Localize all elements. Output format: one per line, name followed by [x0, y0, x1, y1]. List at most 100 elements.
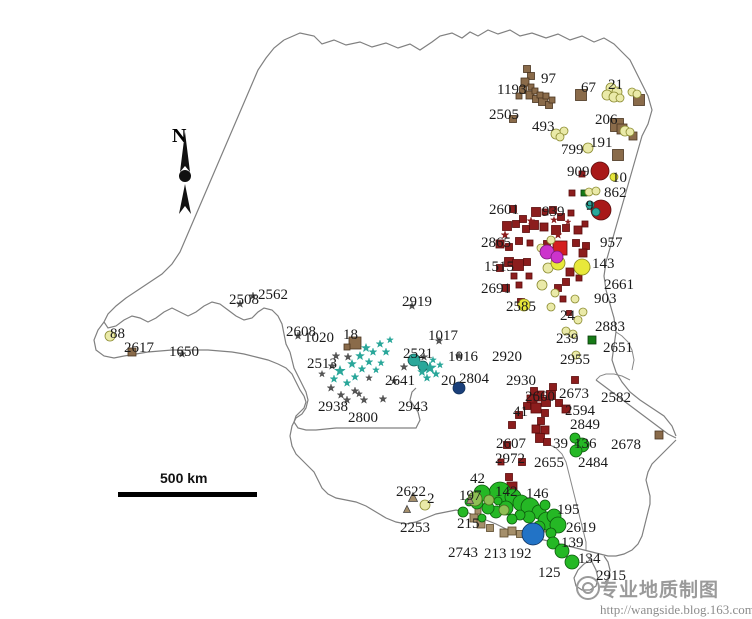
watermark-url: http://wangside.blog.163.com/ — [600, 602, 752, 617]
marker-red-square — [539, 222, 549, 232]
map-label-2919: 2919 — [402, 294, 432, 310]
map-label-39: 39 — [553, 436, 568, 452]
marker-red-square — [496, 264, 504, 272]
marker-olive-circle — [104, 330, 116, 342]
marker-olive-circle — [625, 127, 635, 137]
marker-red-square — [562, 224, 570, 232]
marker-red-square — [543, 438, 551, 446]
map-label-2955: 2955 — [560, 352, 590, 368]
marker-red-star — [553, 230, 563, 239]
marker-red-square — [508, 421, 516, 429]
marker-brown-square — [536, 91, 544, 99]
marker-olive-circle — [419, 499, 431, 511]
marker-red-square — [526, 239, 534, 247]
marker-grey-star — [378, 394, 388, 403]
marker-red-square — [541, 397, 551, 407]
map-label-2920: 2920 — [492, 349, 522, 365]
marker-magenta-circle — [550, 250, 564, 264]
map-label-2660: 2660 — [525, 389, 555, 405]
map-label-139: 139 — [561, 535, 584, 551]
marker-brown-square — [531, 87, 539, 95]
map-label-10: 10 — [612, 170, 627, 186]
marker-green-circle — [539, 499, 551, 511]
marker-grey-star — [419, 352, 429, 361]
map-label-2505: 2505 — [489, 107, 519, 123]
marker-grey-star — [350, 386, 360, 395]
marker-grey-star — [177, 349, 187, 358]
marker-brown-square — [542, 92, 550, 100]
marker-teal-star — [385, 335, 395, 344]
north-arrow-icon — [179, 132, 191, 214]
marker-red-square — [571, 376, 579, 384]
marker-red-square — [518, 458, 526, 466]
marker-olive-circle — [536, 279, 548, 291]
map-label-2678: 2678 — [611, 437, 641, 453]
marker-red-square — [515, 411, 523, 419]
marker-brown-square — [509, 115, 517, 123]
marker-olive-circle — [555, 132, 565, 142]
map-label-2804: 2804 — [459, 371, 489, 387]
marker-tan-triangle — [402, 504, 412, 513]
marker-grey-star — [293, 331, 303, 340]
map-label-2743: 2743 — [448, 545, 478, 561]
marker-green-circle — [554, 543, 570, 559]
marker-red-square — [582, 242, 590, 250]
marker-red-square — [559, 295, 567, 303]
marker-teal-star — [329, 374, 339, 383]
map-label-2661: 2661 — [604, 277, 634, 293]
marker-teal-circle — [585, 200, 595, 210]
marker-red-square — [575, 274, 583, 282]
marker-olive-circle — [582, 142, 594, 154]
map-label-24: 24 — [560, 308, 575, 324]
map-label-2849: 2849 — [570, 417, 600, 433]
map-label-67: 67 — [581, 80, 596, 96]
map-label-957: 957 — [600, 235, 623, 251]
marker-grey-star — [364, 373, 374, 382]
marker-blue-circle — [521, 522, 545, 546]
marker-red-square — [512, 220, 520, 228]
map-label-136: 136 — [574, 436, 597, 452]
marker-green-circle — [564, 554, 580, 570]
marker-red-square — [505, 243, 513, 251]
map-label-2651: 2651 — [603, 340, 633, 356]
marker-green-square — [587, 335, 597, 345]
map-label-2582: 2582 — [601, 390, 631, 406]
marker-red-square — [531, 207, 541, 217]
map-label-2930: 2930 — [506, 373, 536, 389]
marker-red-square — [533, 390, 545, 402]
map-label-2508: 2508 — [229, 292, 259, 308]
marker-teal-star — [360, 342, 372, 353]
marker-red-square — [578, 170, 586, 178]
map-label-191: 191 — [590, 135, 613, 151]
marker-teal-star — [368, 347, 378, 356]
marker-red-star — [500, 230, 510, 239]
marker-brown-square — [348, 336, 362, 350]
marker-olive-circle — [578, 307, 588, 317]
marker-teal-star — [381, 347, 391, 356]
marker-red-square — [549, 383, 557, 391]
map-label-2883: 2883 — [595, 319, 625, 335]
marker-grey-star — [342, 395, 352, 404]
marker-grey-star — [317, 369, 327, 378]
marker-red-square — [519, 215, 527, 223]
map-label-939: 939 — [542, 204, 565, 220]
marker-teal-star — [350, 372, 360, 381]
marker-olive-circle — [570, 294, 580, 304]
marker-red-square — [497, 458, 505, 466]
marker-red-square — [503, 441, 511, 449]
marker-red-square — [502, 284, 510, 292]
marker-blue-circle — [452, 381, 466, 395]
map-label-42: 42 — [470, 471, 485, 487]
map-label-88: 88 — [110, 326, 125, 342]
scale-bar — [118, 492, 257, 497]
map-label-2562: 2562 — [258, 287, 288, 303]
marker-yellow-circle — [517, 298, 531, 312]
marker-red-square — [551, 225, 561, 235]
map-label-197: 197 — [459, 488, 482, 504]
map-label-146: 146 — [526, 486, 549, 502]
marker-teal-star — [435, 360, 445, 369]
watermark-text: 专业地质制图 — [599, 580, 720, 601]
marker-teal-star — [346, 358, 358, 369]
map-label-20: 20 — [441, 373, 456, 389]
